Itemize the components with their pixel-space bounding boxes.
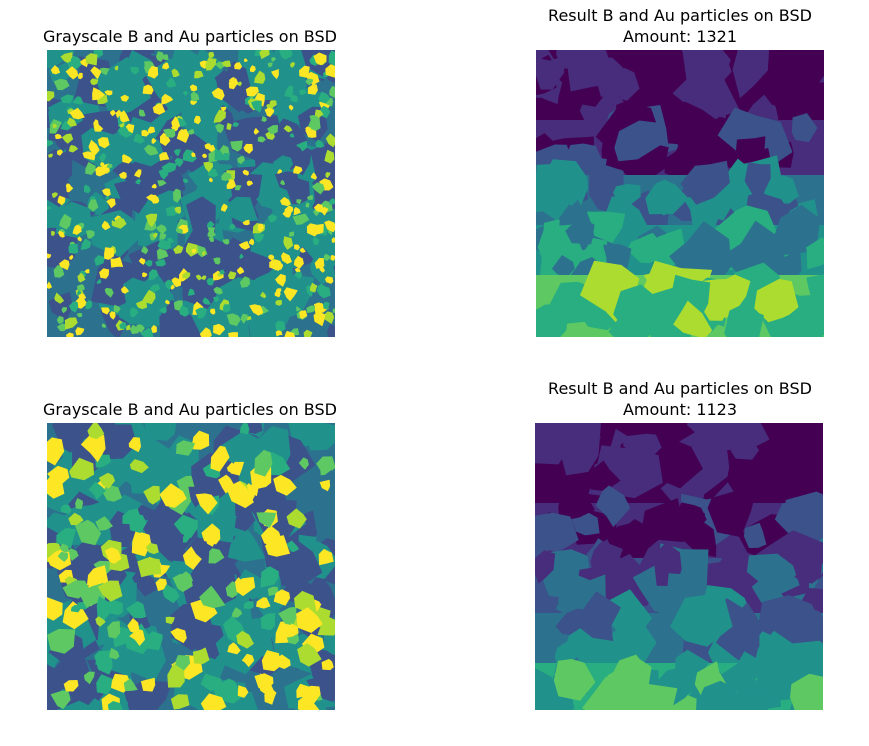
segmentation-result-image-top [536,50,824,337]
panel-title-grayscale-top: Grayscale B and Au particles on BSD [43,27,337,46]
panel-title-result-bottom: Result B and Au particles on BSD [548,379,812,398]
grayscale-image-bottom [47,423,335,710]
amount-label-top: Amount: 1321 [622,27,738,46]
segmentation-result-image-bottom [535,423,823,710]
panel-title-result-top: Result B and Au particles on BSD [548,6,812,25]
amount-label-bottom: Amount: 1123 [622,400,738,419]
panel-title-grayscale-bottom: Grayscale B and Au particles on BSD [43,400,337,419]
grayscale-image-top [47,50,335,337]
